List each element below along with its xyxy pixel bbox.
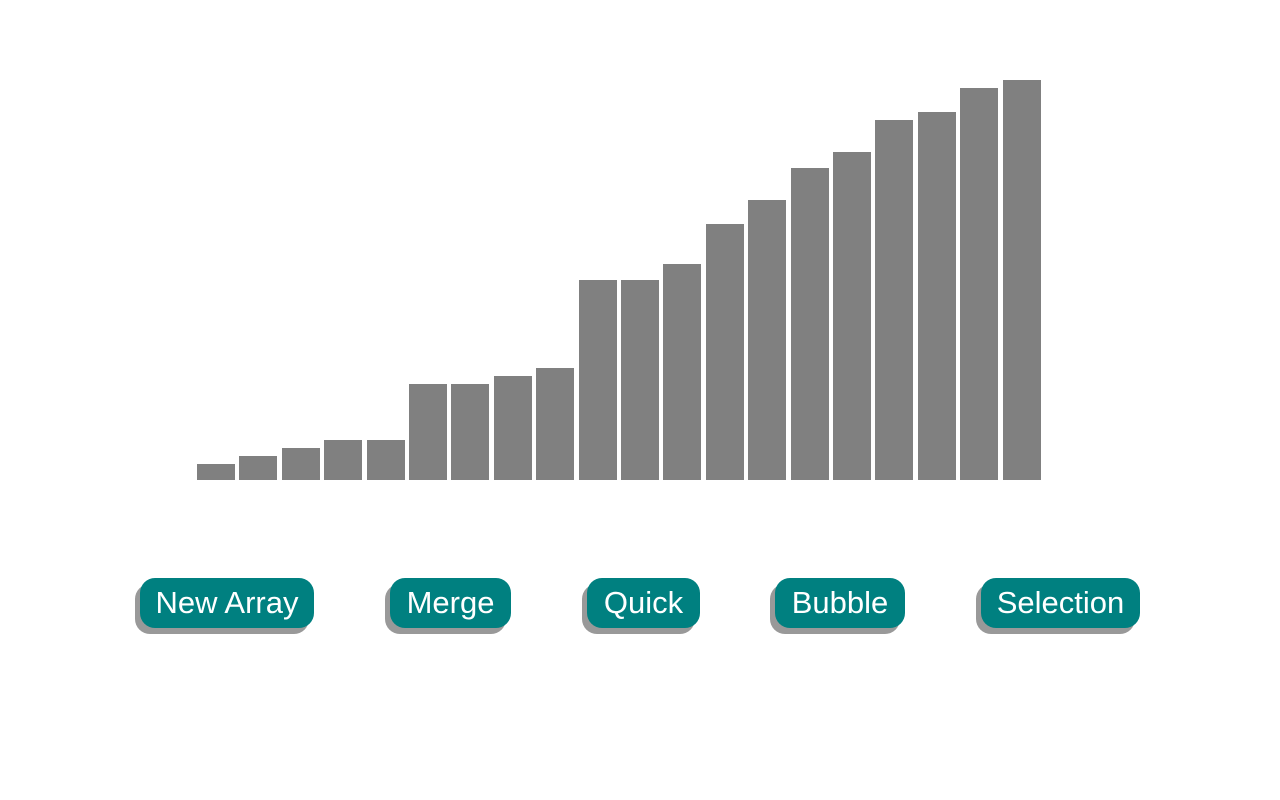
- array-bar: [324, 440, 363, 480]
- array-bar: [409, 384, 447, 480]
- array-bar: [493, 376, 532, 480]
- array-bar: [705, 224, 744, 480]
- array-bar: [239, 456, 278, 480]
- array-bar: [790, 168, 829, 480]
- new-array-button[interactable]: New Array: [140, 578, 314, 628]
- selection-sort-button[interactable]: Selection: [981, 578, 1140, 628]
- control-bar: New Array Merge Quick Bubble Selection: [0, 578, 1280, 638]
- merge-sort-button[interactable]: Merge: [390, 578, 511, 628]
- array-bar: [578, 280, 617, 480]
- array-bar: [621, 280, 659, 480]
- array-bars: [196, 0, 1046, 480]
- array-bar: [748, 200, 787, 480]
- array-bar: [281, 448, 320, 480]
- array-bar: [917, 112, 956, 480]
- array-bar: [366, 440, 405, 480]
- array-bar: [197, 464, 235, 480]
- array-bar: [536, 368, 575, 480]
- quick-sort-button[interactable]: Quick: [587, 578, 700, 628]
- array-bar: [451, 384, 490, 480]
- array-bar: [875, 120, 914, 480]
- array-bar: [833, 152, 871, 480]
- array-bar: [1002, 80, 1041, 480]
- bubble-sort-button[interactable]: Bubble: [775, 578, 905, 628]
- array-bar: [663, 264, 702, 480]
- array-bar: [960, 88, 999, 480]
